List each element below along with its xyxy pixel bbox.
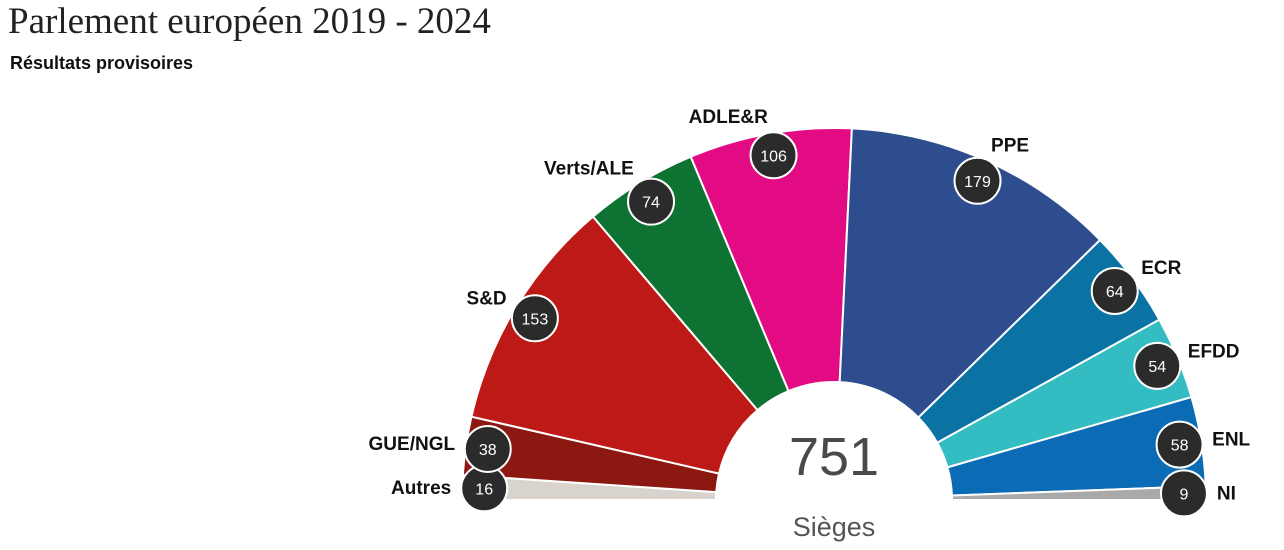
value-label-enl: 58 — [1171, 438, 1189, 455]
party-label-enl: ENL — [1212, 429, 1250, 450]
value-bubble-efdd: 54 — [1133, 341, 1182, 390]
party-label-ppe: PPE — [991, 135, 1029, 156]
value-bubble-circle — [1133, 341, 1182, 390]
value-bubble-ni: 9 — [1159, 469, 1208, 518]
bubbles-group: 16 38 153 74 106 179 64 54 58 9 — [460, 131, 1208, 518]
value-label-ppe: 179 — [964, 174, 991, 191]
party-label-verts-ale: Verts/ALE — [544, 159, 634, 180]
party-label-gue-ngl: GUE/NGL — [369, 434, 456, 455]
party-label-ni: NI — [1217, 484, 1236, 505]
value-bubble-circle — [510, 294, 559, 343]
value-bubble-circle — [953, 156, 1002, 205]
chart-title: Parlement européen 2019 - 2024 — [8, 1, 491, 42]
slices-group — [460, 127, 1208, 501]
value-bubble-verts-ale: 74 — [627, 177, 676, 226]
value-label-ni: 9 — [1179, 486, 1188, 503]
party-label-adle-r: ADLE&R — [689, 107, 768, 128]
value-bubble-circle — [463, 424, 512, 473]
value-label-gue-ngl: 38 — [479, 442, 497, 459]
value-bubble-circle — [1155, 420, 1204, 469]
value-bubble-ecr: 64 — [1090, 266, 1139, 315]
value-bubble-ppe: 179 — [953, 156, 1002, 205]
value-label-efdd: 54 — [1148, 359, 1166, 376]
party-label-ecr: ECR — [1141, 258, 1181, 279]
slice-ppe[interactable] — [838, 127, 1102, 419]
value-label-ecr: 64 — [1106, 284, 1124, 301]
chart-subtitle: Résultats provisoires — [10, 53, 194, 73]
slice-adle-r[interactable] — [689, 127, 853, 393]
value-bubble-circle — [627, 177, 676, 226]
party-label-autres: Autres — [391, 478, 451, 499]
total-seats-value: 751 — [789, 427, 879, 487]
value-bubble-circle — [1090, 266, 1139, 315]
party-label-efdd: EFDD — [1188, 342, 1240, 363]
total-seats-label: Sièges — [793, 512, 876, 542]
value-bubble-gue-ngl: 38 — [463, 424, 512, 473]
value-bubble-enl: 58 — [1155, 420, 1204, 469]
value-bubble-circle — [749, 131, 798, 180]
value-label-s-d: 153 — [522, 311, 549, 328]
value-bubble-adle-r: 106 — [749, 131, 798, 180]
value-label-adle-r: 106 — [760, 148, 787, 165]
value-label-autres: 16 — [475, 481, 493, 498]
slice-s-d[interactable] — [470, 215, 759, 475]
labels-group: Autres GUE/NGL S&D Verts/ALE ADLE&R PPE ECR EFD… — [369, 107, 1251, 505]
party-label-s-d: S&D — [467, 289, 507, 310]
value-label-verts-ale: 74 — [642, 195, 660, 212]
value-bubble-circle — [1159, 469, 1208, 518]
value-bubble-s-d: 153 — [510, 294, 559, 343]
